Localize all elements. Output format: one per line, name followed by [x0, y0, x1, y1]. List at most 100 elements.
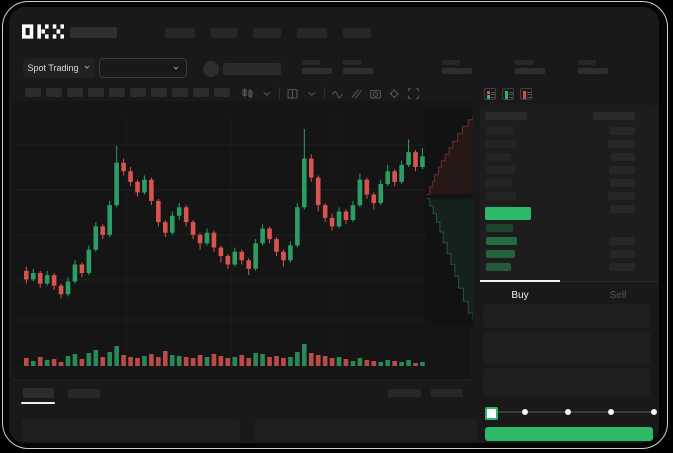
stat-label-placeholder — [515, 60, 533, 65]
slider-stop-dot[interactable] — [651, 409, 657, 415]
camera-icon[interactable] — [369, 87, 382, 100]
bid-amount-placeholder — [610, 250, 635, 258]
toolbar-divider — [324, 87, 325, 99]
ask-price-placeholder — [486, 192, 516, 200]
timeframe-button[interactable] — [88, 88, 104, 97]
last-price-bar — [485, 207, 531, 220]
chevron-down-icon — [83, 63, 91, 73]
ticker-stat — [515, 60, 547, 76]
stat-label-placeholder — [442, 60, 460, 65]
bottom-action-button[interactable] — [388, 389, 421, 397]
ask-amount-placeholder — [611, 153, 635, 161]
ob-header-amount — [593, 112, 635, 120]
timeframe-button[interactable] — [214, 88, 230, 97]
nav-item-placeholder[interactable] — [253, 28, 281, 38]
bottom-tab-active[interactable] — [23, 388, 54, 398]
order-input-field[interactable] — [483, 304, 651, 328]
divider — [13, 380, 471, 381]
chevron-down-icon[interactable] — [305, 87, 318, 100]
timeframe-button[interactable] — [151, 88, 167, 97]
tab-sell[interactable]: Sell — [609, 290, 627, 301]
market-type-label: Spot Trading — [27, 63, 79, 73]
order-input-field[interactable] — [483, 368, 651, 396]
slider-stop-dot[interactable] — [565, 409, 571, 415]
bid-price-placeholder — [486, 224, 513, 232]
bottom-field[interactable] — [22, 419, 240, 441]
bottom-tab[interactable] — [68, 389, 100, 398]
timeframe-button[interactable] — [67, 88, 83, 97]
wave-icon[interactable] — [331, 87, 344, 100]
ticker-stat — [343, 60, 375, 76]
nav-item-placeholder[interactable] — [343, 28, 371, 38]
nav-item-placeholder[interactable] — [297, 28, 327, 38]
timeframe-button[interactable] — [130, 88, 146, 97]
candles-icon[interactable] — [241, 87, 254, 100]
candlestick-chart — [16, 116, 428, 368]
bid-price-placeholder — [486, 263, 511, 271]
ask-price-placeholder — [486, 140, 517, 148]
market-type-dropdown[interactable]: Spot Trading — [23, 58, 95, 78]
stat-value-placeholder — [442, 68, 472, 74]
bid-amount-placeholder — [609, 237, 635, 245]
stat-label-placeholder — [578, 60, 596, 65]
bottom-field[interactable] — [255, 419, 477, 441]
gear-icon[interactable] — [388, 87, 401, 100]
nav-item-placeholder[interactable] — [211, 28, 237, 38]
device-frame: Spot Trading Buy Sell — [2, 1, 668, 449]
nav-item-placeholder[interactable] — [165, 28, 195, 38]
slider-stop-dot[interactable] — [522, 409, 528, 415]
header-search-placeholder[interactable] — [70, 27, 117, 38]
timeframe-button[interactable] — [172, 88, 188, 97]
app-window: Spot Trading Buy Sell — [9, 7, 659, 443]
ticker-stat — [302, 60, 334, 76]
ask-price-placeholder — [486, 127, 513, 135]
layout-icon[interactable] — [286, 87, 299, 100]
chart-panel — [13, 101, 473, 379]
amount-slider-handle[interactable] — [485, 407, 498, 420]
book-bids-icon[interactable] — [502, 88, 514, 100]
okx-logo — [22, 24, 64, 44]
ask-price-placeholder — [486, 166, 515, 174]
bottom-tab-underline — [21, 402, 55, 404]
pair-dropdown[interactable] — [99, 58, 187, 78]
timeframe-button[interactable] — [193, 88, 209, 97]
timeframe-button[interactable] — [46, 88, 62, 97]
ask-amount-placeholder — [610, 179, 635, 187]
submit-order-button[interactable] — [485, 427, 653, 441]
active-tab-underline — [480, 280, 560, 282]
book-split-icon[interactable] — [484, 88, 496, 100]
coin-icon — [203, 61, 219, 77]
ask-amount-placeholder — [610, 127, 635, 135]
stat-value-placeholder — [578, 68, 608, 74]
ask-price-placeholder — [486, 179, 512, 187]
bid-price-placeholder — [486, 250, 515, 258]
slider-stop-dot[interactable] — [608, 409, 614, 415]
chevron-down-icon — [172, 59, 180, 77]
timeframe-button[interactable] — [109, 88, 125, 97]
main-nav — [165, 28, 371, 38]
stat-value-placeholder — [343, 68, 373, 74]
ob-header-price — [485, 112, 527, 120]
fullscreen-icon[interactable] — [407, 87, 420, 100]
ask-price-placeholder — [486, 153, 511, 161]
bottom-action-button[interactable] — [431, 389, 463, 397]
pair-name-placeholder — [223, 63, 281, 75]
brush-icon[interactable] — [350, 87, 363, 100]
chart-tools — [241, 86, 420, 100]
stat-value-placeholder — [302, 68, 332, 74]
stat-value-placeholder — [515, 68, 545, 74]
ticker-stat — [578, 60, 610, 76]
timeframe-button[interactable] — [25, 88, 41, 97]
chevron-down-icon[interactable] — [260, 87, 273, 100]
order-input-field[interactable] — [483, 332, 651, 364]
ticker-stat — [442, 60, 474, 76]
tab-buy[interactable]: Buy — [511, 290, 529, 301]
bid-amount-placeholder — [609, 263, 635, 271]
ask-amount-placeholder — [610, 205, 635, 213]
stat-label-placeholder — [302, 60, 320, 65]
book-asks-icon[interactable] — [520, 88, 532, 100]
ask-amount-placeholder — [609, 166, 635, 174]
ask-amount-placeholder — [608, 192, 635, 200]
ask-amount-placeholder — [608, 140, 635, 148]
